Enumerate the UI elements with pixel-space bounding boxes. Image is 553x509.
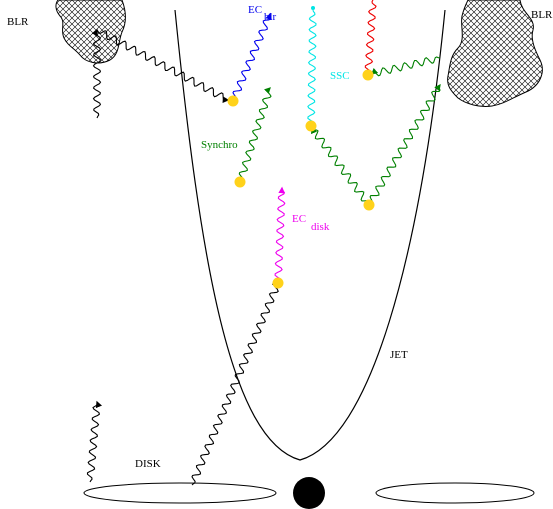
blr-left-label: BLR [7,16,29,28]
blr-cloud-left-icon [55,0,126,64]
electron-dot-icon [272,277,284,289]
jet-outline [174,9,446,461]
ssc-photon-tip [311,6,315,10]
ec-disk-label: EC [292,213,306,225]
ssc-photon-wave [307,9,317,127]
electron-dot-icon [305,120,317,132]
disk-label: DISK [135,458,161,470]
disk-left-ellipse [83,482,277,504]
ec-disk-subscript: disk [311,221,330,233]
blr-reemitted-photon-wave [96,29,230,103]
ssc-escaping-photon-wave [364,0,377,76]
synchro-label: Synchro [201,139,238,151]
electron-dot-icon [227,95,239,107]
photon-paths [86,0,441,486]
blr-incoming-photon-wave [91,28,102,119]
black-hole-icon [293,477,325,509]
blr-right-reemitted-wave [371,56,441,77]
blr-cloud-right-icon [447,0,543,107]
disk-photon-wave [86,400,103,483]
synchro-to-ssc-photon-wave [311,126,370,206]
blr-right-label: BLR [531,9,553,21]
ec-blr-photon-wave [232,12,272,102]
ec-blr-subscript: blr [264,11,277,23]
jet-label: JET [390,349,408,361]
electron-dot-icon [363,199,375,211]
electrons [227,69,375,289]
ec-blr-label: EC [248,4,262,16]
disk-to-jet-photon-wave [191,282,280,486]
electron-dot-icon [362,69,374,81]
electron-dot-icon [234,176,246,188]
synchro-to-blr-photon-wave [368,83,441,206]
ec-disk-photon-wave [274,186,286,284]
synchro-photon-wave [238,87,272,183]
disk-right-ellipse [375,482,535,504]
ssc-label: SSC [330,70,350,82]
